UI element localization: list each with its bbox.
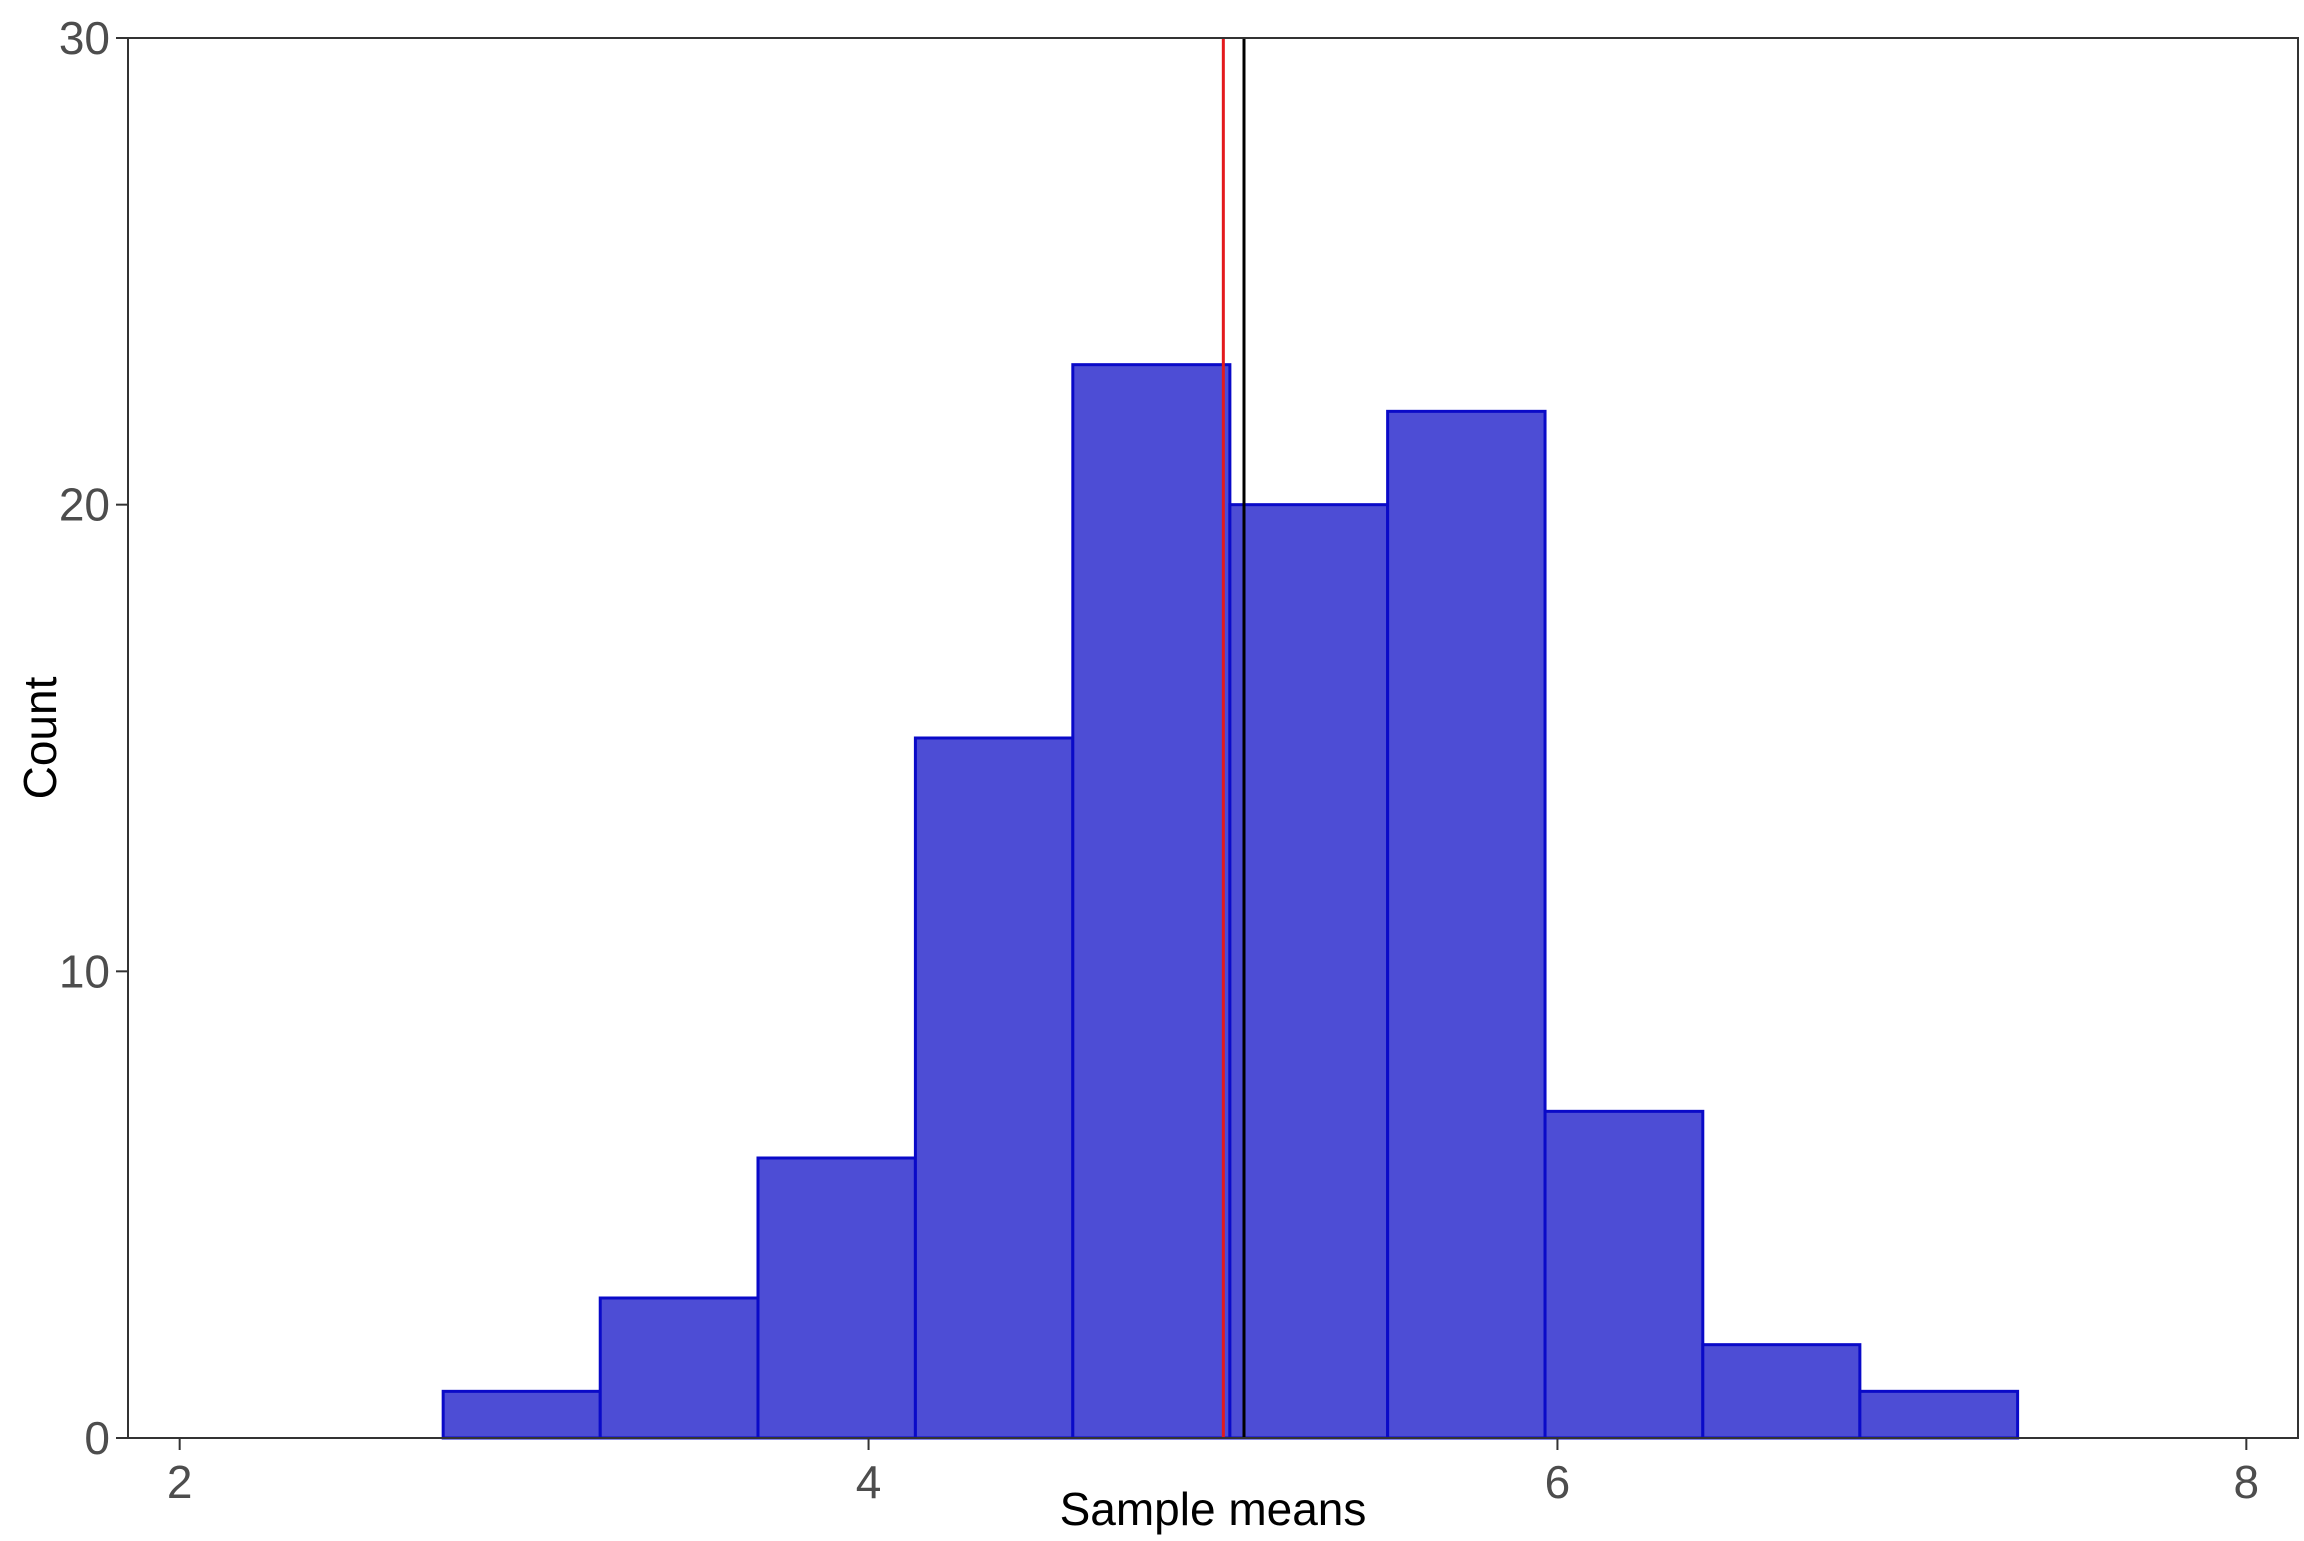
axes-layer: 2 4 6 8 0 10 20 30 [59,12,2259,1508]
x-tick-label: 2 [167,1456,193,1508]
histogram-bar-1 [441,1389,602,1440]
y-tick-label: 20 [59,479,110,531]
histogram-bar-7 [1386,409,1547,1440]
x-tick-label: 4 [856,1456,882,1508]
y-tick-label: 10 [59,945,110,997]
histogram-bar-4 [913,736,1075,1440]
x-axis-title: Sample means [1060,1483,1367,1535]
histogram-bar-8 [1543,1109,1705,1440]
histogram-bar-3 [756,1156,917,1440]
x-tick-label: 8 [2234,1456,2260,1508]
vlines-layer [1221,38,1246,1438]
histogram-bar-10 [1858,1389,2020,1440]
y-tick-label: 30 [59,12,110,64]
histogram-bar-9 [1701,1343,1862,1440]
y-axis-title: Count [14,676,66,799]
bars-layer [441,363,2020,1440]
y-tick-label: 0 [84,1412,110,1464]
histogram-bar-5 [1071,363,1232,1440]
panel-border [127,37,2299,1439]
x-tick-label: 6 [1545,1456,1571,1508]
histogram-bar-6 [1228,503,1390,1440]
histogram-bar-2 [598,1296,760,1440]
